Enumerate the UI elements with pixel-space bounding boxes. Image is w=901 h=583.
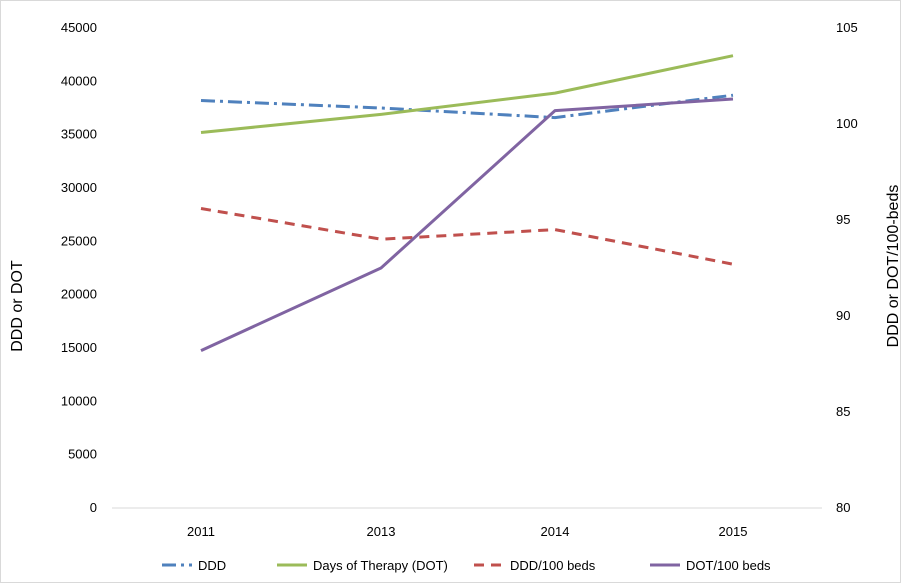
- x-tick-label: 2013: [367, 524, 396, 539]
- legend-label: DDD/100 beds: [510, 558, 596, 573]
- left-tick-label: 5000: [68, 447, 97, 462]
- legend-label: DOT/100 beds: [686, 558, 771, 573]
- left-tick-label: 0: [90, 500, 97, 515]
- right-tick-label: 85: [836, 404, 850, 419]
- right-axis-ticks: 80 85 90 95 100 105: [836, 20, 858, 515]
- left-tick-label: 25000: [61, 233, 97, 248]
- x-axis-ticks: 2011 2013 2014 2015: [187, 524, 747, 539]
- x-tick-label: 2011: [187, 524, 215, 539]
- left-tick-label: 20000: [61, 287, 97, 302]
- right-tick-label: 105: [836, 20, 858, 35]
- right-tick-label: 100: [836, 116, 858, 131]
- x-tick-label: 2014: [541, 524, 570, 539]
- series-line-ddd-100-beds: [200, 207, 734, 266]
- series-line-dot-100-beds: [200, 97, 734, 352]
- legend: DDD Days of Therapy (DOT) DDD/100 beds DOT/…: [162, 558, 771, 573]
- left-tick-label: 40000: [61, 73, 97, 88]
- left-axis-title: DDD or DOT: [9, 260, 26, 352]
- legend-label: DDD: [198, 558, 226, 573]
- series-line-ddd: [200, 93, 734, 120]
- series-line-days-of-therapy-dot: [200, 54, 734, 134]
- left-tick-label: 10000: [61, 393, 97, 408]
- right-tick-label: 90: [836, 308, 850, 323]
- left-tick-label: 15000: [61, 340, 97, 355]
- left-tick-label: 45000: [61, 20, 97, 35]
- right-tick-label: 80: [836, 500, 850, 515]
- right-tick-label: 95: [836, 212, 850, 227]
- left-tick-label: 35000: [61, 127, 97, 142]
- left-tick-label: 30000: [61, 180, 97, 195]
- legend-label: Days of Therapy (DOT): [313, 558, 448, 573]
- x-tick-label: 2015: [719, 524, 748, 539]
- right-axis-title: DDD or DOT/100-beds: [885, 185, 901, 348]
- left-axis-ticks: 0 5000 10000 15000 20000 25000 30000 35000 40000…: [61, 20, 97, 515]
- series-lines: [200, 54, 734, 352]
